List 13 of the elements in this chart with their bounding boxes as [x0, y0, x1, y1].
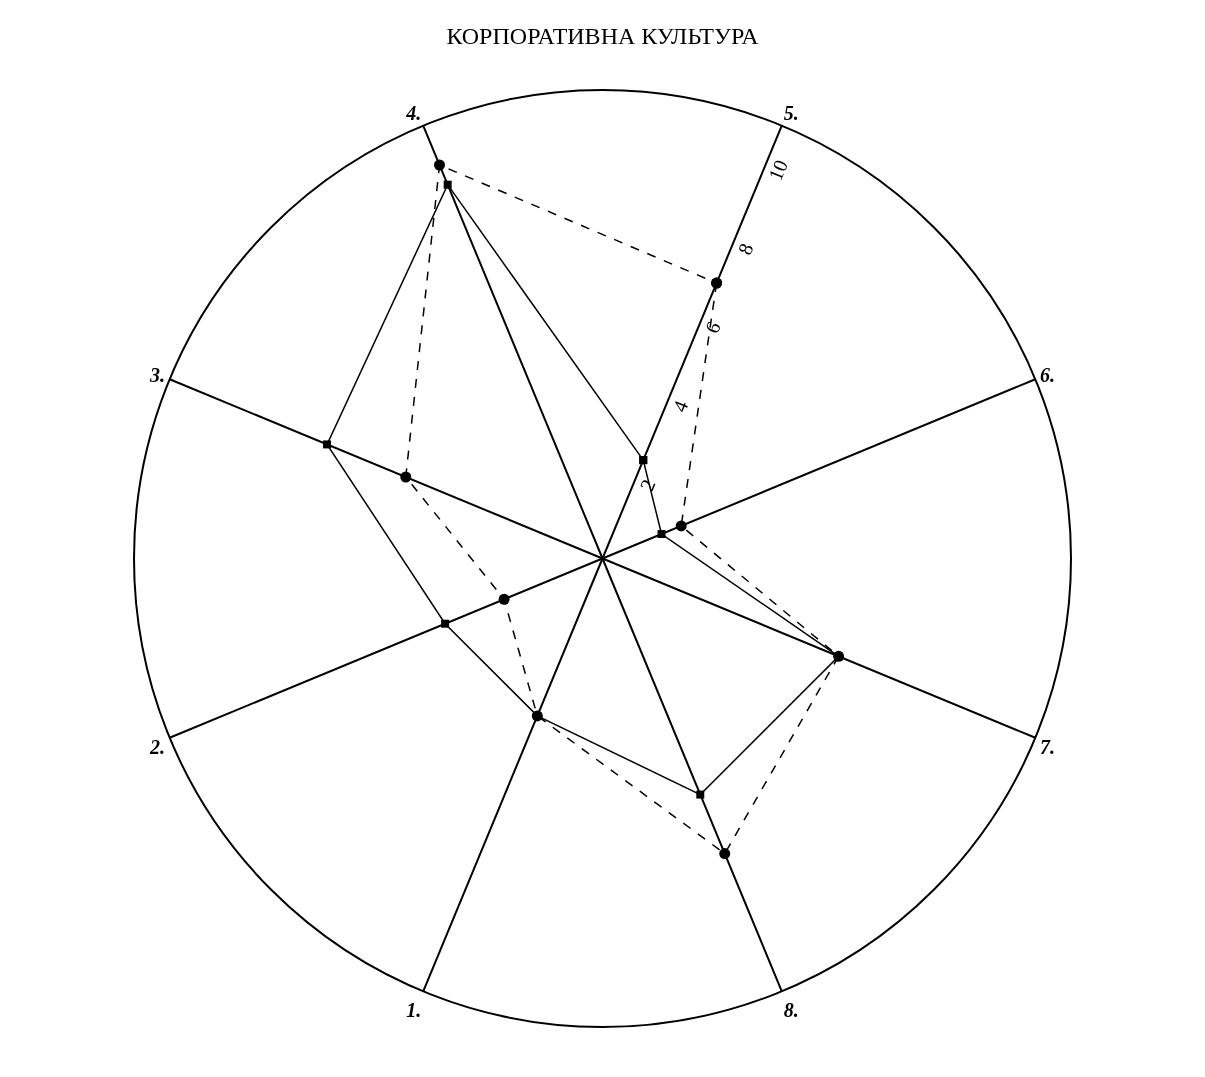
y-tick-label: 4: [668, 397, 693, 416]
y-tick-label: 10: [763, 156, 792, 184]
spoke-label: 3.: [149, 364, 166, 387]
y-tick-label: 8: [733, 240, 758, 258]
spoke-label: 7.: [1039, 735, 1055, 758]
y-tick-label: 6: [700, 318, 725, 337]
spoke-label: 5.: [783, 102, 799, 125]
spoke-label: 1.: [406, 999, 422, 1022]
chart-title: КОРПОРАТИВНА КУЛЬТУРА: [446, 22, 760, 49]
spoke-label: 6.: [1039, 364, 1055, 387]
spoke-label: 2.: [149, 735, 166, 758]
spoke-label: 8.: [783, 999, 799, 1022]
spoke-label: 4.: [405, 102, 422, 125]
